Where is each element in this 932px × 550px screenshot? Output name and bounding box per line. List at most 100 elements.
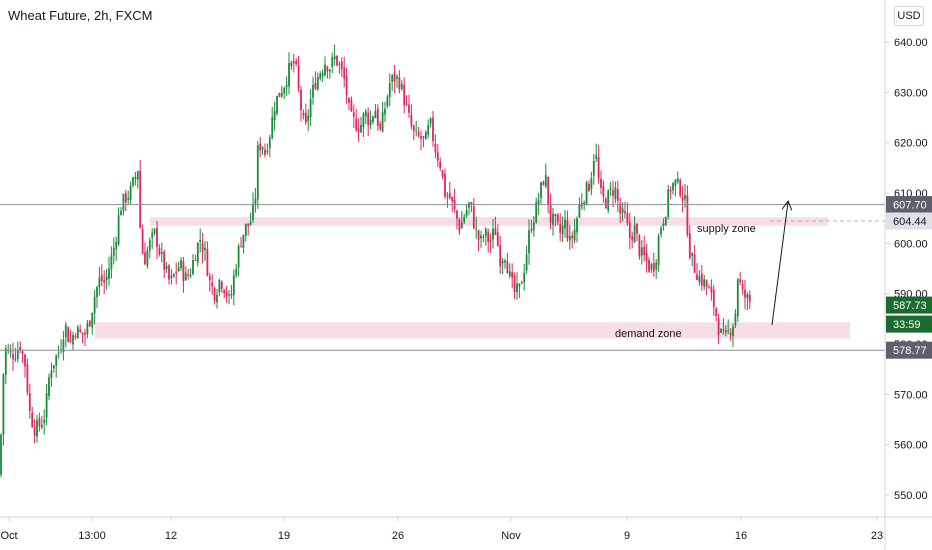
candle <box>566 210 569 243</box>
candle <box>393 64 396 93</box>
candle <box>72 331 74 351</box>
candle <box>583 200 586 211</box>
candle <box>544 163 547 189</box>
candle <box>103 270 106 294</box>
y-tick-label: 600.00 <box>894 238 928 250</box>
svg-text:33:59: 33:59 <box>893 319 921 331</box>
candle <box>523 263 526 291</box>
candle <box>602 180 605 203</box>
candle <box>650 262 653 274</box>
candle <box>460 210 463 229</box>
candle <box>422 135 425 148</box>
candle <box>424 130 427 140</box>
candle <box>67 326 70 343</box>
candle <box>266 143 269 155</box>
candle <box>208 272 211 292</box>
candle <box>513 272 516 300</box>
candle <box>542 180 545 186</box>
candle <box>271 107 274 140</box>
candle <box>590 171 593 196</box>
candle <box>508 263 511 279</box>
candle <box>518 283 521 298</box>
candle <box>525 245 528 274</box>
candle <box>182 256 185 293</box>
candle <box>105 268 108 290</box>
candle <box>19 341 22 353</box>
currency-button[interactable]: USD <box>894 6 924 26</box>
candle <box>585 180 588 206</box>
candle <box>417 126 420 138</box>
candle <box>189 268 192 279</box>
candle <box>165 261 168 274</box>
candle <box>45 384 48 426</box>
candle <box>98 266 101 296</box>
candle <box>456 209 458 230</box>
candle <box>736 277 739 322</box>
candle <box>96 285 98 308</box>
candle <box>156 220 158 259</box>
candle <box>386 94 389 109</box>
candle <box>501 257 504 275</box>
y-tick-label: 550.00 <box>894 490 928 502</box>
candle <box>79 324 82 334</box>
chart-title: Wheat Future, 2h, FXCM <box>8 8 153 23</box>
candle <box>648 256 650 273</box>
candle <box>362 111 365 137</box>
zone-rect-0 <box>150 217 828 226</box>
candle <box>607 189 610 214</box>
candle <box>132 176 134 188</box>
candle <box>333 44 336 66</box>
candle <box>348 97 350 111</box>
candle <box>112 237 115 265</box>
candle <box>76 325 79 339</box>
candle <box>124 190 127 212</box>
candle <box>146 246 149 269</box>
candle <box>722 318 725 335</box>
candle <box>256 140 259 209</box>
candle <box>199 228 202 253</box>
candle <box>4 344 7 385</box>
candle <box>62 331 65 361</box>
candle <box>187 268 190 280</box>
candle <box>640 239 643 265</box>
candle <box>242 234 245 254</box>
candle <box>693 245 696 274</box>
candle <box>220 280 223 293</box>
candle <box>470 201 473 213</box>
candle <box>345 67 348 104</box>
zone-rect-1 <box>95 322 850 339</box>
candle <box>434 134 437 159</box>
candle <box>300 86 302 122</box>
candle <box>477 229 480 252</box>
candle <box>684 184 686 208</box>
candle <box>681 185 684 213</box>
candle <box>64 321 67 348</box>
candle <box>237 243 240 277</box>
price-badge-607: 607.70 <box>886 196 932 214</box>
candle <box>84 328 86 346</box>
candle <box>597 145 600 184</box>
candle <box>667 184 670 220</box>
x-tick-label: 9 <box>624 530 630 542</box>
candle <box>458 217 461 235</box>
candle <box>580 192 583 210</box>
candle <box>211 274 214 296</box>
candle <box>134 171 137 186</box>
candle <box>304 103 307 125</box>
candle <box>453 188 456 214</box>
candle <box>38 412 41 432</box>
candle <box>511 263 514 289</box>
candle <box>336 55 338 67</box>
candle <box>16 341 19 363</box>
candle <box>100 264 103 287</box>
candle <box>688 225 691 260</box>
candle <box>302 109 305 120</box>
candle <box>312 76 314 105</box>
candle <box>715 306 718 322</box>
candle <box>360 116 362 134</box>
zone-label-0: supply zone <box>697 223 756 235</box>
candle <box>487 228 490 253</box>
candle <box>631 232 634 249</box>
candle <box>556 212 559 226</box>
